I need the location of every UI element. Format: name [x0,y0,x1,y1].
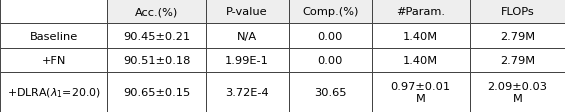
Bar [372,24,470,48]
Bar [206,24,289,48]
Bar [470,0,565,24]
Bar [206,73,289,112]
Text: P-value: P-value [227,7,268,17]
Text: N/A: N/A [237,31,257,41]
Text: 2.79M: 2.79M [500,31,535,41]
Bar [470,24,565,48]
Text: 30.65: 30.65 [314,87,346,97]
Text: 90.51±0.18: 90.51±0.18 [123,56,190,66]
Text: 1.40M: 1.40M [403,31,438,41]
Text: +FN: +FN [42,56,66,66]
Bar [0,48,107,73]
Text: 1.99E-1: 1.99E-1 [225,56,269,66]
Bar [206,0,289,24]
Text: 2.79M: 2.79M [500,56,535,66]
Bar [0,48,565,73]
Bar [206,0,289,24]
Bar [470,48,565,73]
Text: 90.65±0.15: 90.65±0.15 [123,87,190,97]
Text: 0.00: 0.00 [318,56,343,66]
Bar [372,0,470,24]
Text: Acc.(%): Acc.(%) [135,7,178,17]
Text: 0.97±0.01: 0.97±0.01 [390,81,451,91]
Bar [107,73,206,112]
Text: 3.72E-4: 3.72E-4 [225,87,269,97]
Text: #Param.: #Param. [396,7,445,17]
Bar [289,0,372,24]
Bar [107,24,206,48]
Text: 90.45±0.21: 90.45±0.21 [123,31,190,41]
Text: M: M [512,94,522,103]
Bar [289,0,372,24]
Text: Baseline: Baseline [29,31,78,41]
Text: +DLRA($\lambda_1$=20.0): +DLRA($\lambda_1$=20.0) [7,86,101,99]
Text: M: M [416,94,425,103]
Text: 2.09±0.03: 2.09±0.03 [488,81,547,91]
Bar [0,73,107,112]
Bar [0,0,107,24]
Bar [372,48,470,73]
Bar [107,48,206,73]
Bar [470,73,565,112]
Bar [0,24,107,48]
Bar [0,0,107,24]
Text: 1.40M: 1.40M [403,56,438,66]
Bar [107,0,206,24]
Bar [289,24,372,48]
Bar [372,0,470,24]
Bar [206,48,289,73]
Bar [107,0,206,24]
Bar [372,73,470,112]
Text: Comp.(%): Comp.(%) [302,7,358,17]
Bar [0,73,565,112]
Text: FLOPs: FLOPs [501,7,534,17]
Text: 0.00: 0.00 [318,31,343,41]
Bar [289,73,372,112]
Bar [0,24,565,48]
Bar [289,48,372,73]
Bar [470,0,565,24]
